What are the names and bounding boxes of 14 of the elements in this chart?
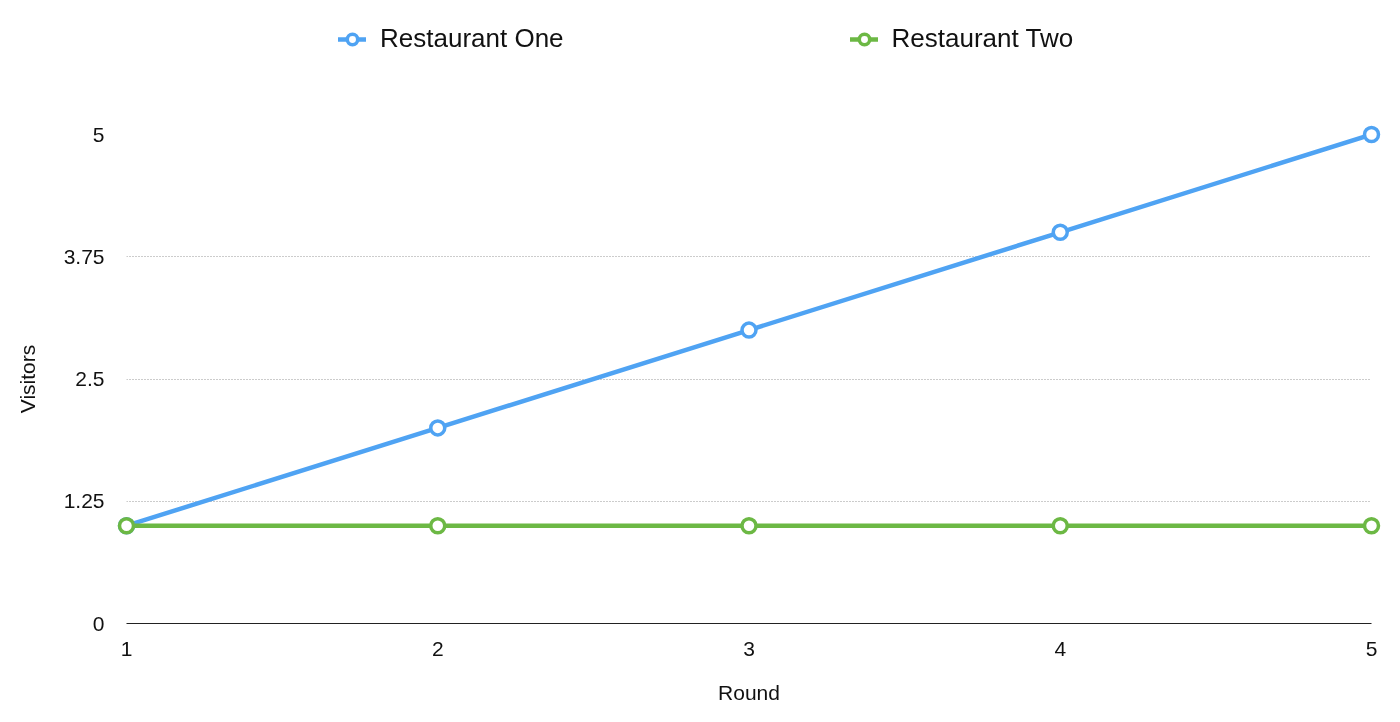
x-axis-title: Round: [718, 680, 780, 704]
x-tick-label: 2: [431, 636, 444, 660]
y-axis-title: Visitors: [15, 344, 39, 414]
legend-label: Restaurant Two: [891, 23, 1074, 54]
x-tick-label: 1: [120, 636, 133, 660]
y-tick-label: 2.5: [75, 367, 105, 390]
legend-label: Restaurant One: [380, 23, 564, 54]
x-tick-label: 5: [1365, 636, 1378, 660]
y-tick-label: 0: [92, 611, 105, 635]
y-tick-label: 3.75: [63, 244, 105, 268]
x-tick-label: 4: [1054, 636, 1067, 660]
y-tick-label: 5: [92, 122, 105, 146]
y-tick-label: 1.25: [63, 489, 105, 513]
x-tick-label: 3: [743, 636, 755, 660]
